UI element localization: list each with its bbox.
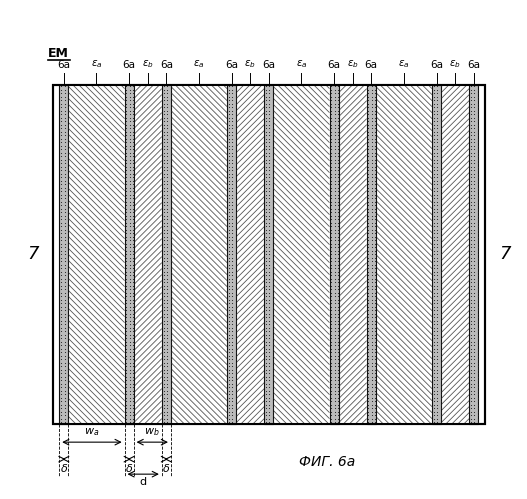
Text: 6a: 6a xyxy=(430,60,443,70)
Bar xyxy=(171,85,227,424)
Text: $\delta$: $\delta$ xyxy=(60,462,68,474)
Bar xyxy=(53,85,485,424)
Text: $\varepsilon_a$: $\varepsilon_a$ xyxy=(193,58,204,70)
Bar xyxy=(134,85,162,424)
Text: 6a: 6a xyxy=(467,60,480,70)
Text: ФИГ. 6a: ФИГ. 6a xyxy=(299,455,355,469)
Text: 6a: 6a xyxy=(365,60,378,70)
Text: 7: 7 xyxy=(499,246,511,263)
Text: $\varepsilon_b$: $\varepsilon_b$ xyxy=(449,58,461,70)
Bar xyxy=(264,85,274,424)
Text: $\varepsilon_b$: $\varepsilon_b$ xyxy=(142,58,154,70)
Bar xyxy=(227,85,236,424)
Text: d: d xyxy=(140,477,147,487)
Text: $\varepsilon_a$: $\varepsilon_a$ xyxy=(398,58,409,70)
Text: $w_a$: $w_a$ xyxy=(84,426,100,438)
Bar xyxy=(53,85,485,424)
Text: 6a: 6a xyxy=(160,60,173,70)
Bar xyxy=(60,85,69,424)
Text: EM: EM xyxy=(48,47,69,60)
Text: 6a: 6a xyxy=(328,60,340,70)
Text: 6a: 6a xyxy=(123,60,135,70)
Bar xyxy=(441,85,469,424)
Text: 6a: 6a xyxy=(225,60,238,70)
Bar xyxy=(69,85,124,424)
Bar xyxy=(162,85,171,424)
Bar xyxy=(329,85,338,424)
Text: $\varepsilon_a$: $\varepsilon_a$ xyxy=(91,58,102,70)
Bar xyxy=(274,85,329,424)
Bar xyxy=(432,85,441,424)
Bar xyxy=(367,85,376,424)
Text: 6a: 6a xyxy=(262,60,275,70)
Text: $\varepsilon_a$: $\varepsilon_a$ xyxy=(296,58,307,70)
Text: $\varepsilon_b$: $\varepsilon_b$ xyxy=(347,58,358,70)
Text: $\delta$: $\delta$ xyxy=(162,462,170,474)
Bar xyxy=(338,85,367,424)
Bar xyxy=(124,85,134,424)
Text: 6a: 6a xyxy=(57,60,71,70)
Text: $\varepsilon_b$: $\varepsilon_b$ xyxy=(244,58,256,70)
Text: $\delta$: $\delta$ xyxy=(125,462,133,474)
Text: $w_b$: $w_b$ xyxy=(144,426,160,438)
Bar xyxy=(376,85,432,424)
Bar xyxy=(236,85,264,424)
Bar xyxy=(469,85,478,424)
Text: 7: 7 xyxy=(27,246,38,263)
